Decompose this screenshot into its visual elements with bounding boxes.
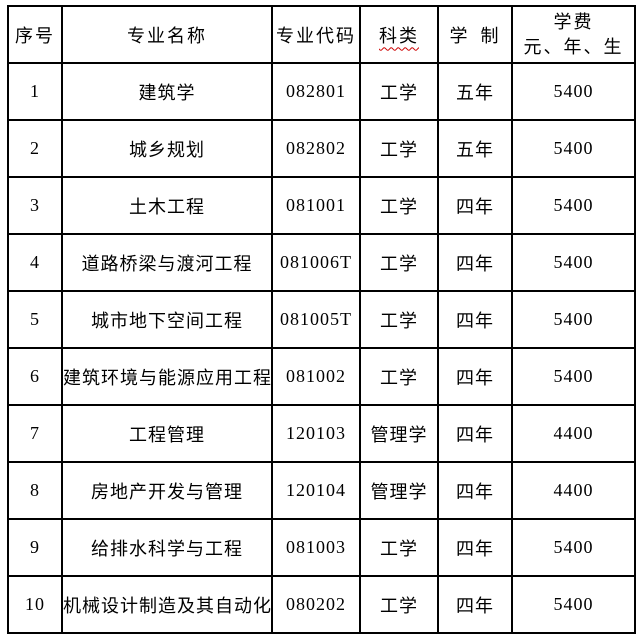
table-row: 6 建筑环境与能源应用工程 081002 工学 四年 5400 — [7, 347, 636, 406]
cell-no: 5 — [7, 290, 63, 349]
cell-duration: 四年 — [437, 290, 513, 349]
cell-fee: 4400 — [511, 404, 636, 463]
header-row: 序号 专业名称 专业代码 科类 学 制 学费 元、年、生 — [7, 5, 636, 64]
cell-no: 6 — [7, 347, 63, 406]
cell-fee: 5400 — [511, 176, 636, 235]
header-name: 专业名称 — [61, 5, 273, 64]
header-no: 序号 — [7, 5, 63, 64]
cell-no: 1 — [7, 62, 63, 121]
cell-name: 房地产开发与管理 — [61, 461, 273, 520]
cell-fee: 5400 — [511, 119, 636, 178]
cell-name: 机械设计制造及其自动化 — [61, 575, 273, 634]
table-row: 1 建筑学 082801 工学 五年 5400 — [7, 62, 636, 121]
table-row: 3 土木工程 081001 工学 四年 5400 — [7, 176, 636, 235]
cell-fee: 5400 — [511, 62, 636, 121]
cell-name: 城乡规划 — [61, 119, 273, 178]
cell-name: 给排水科学与工程 — [61, 518, 273, 577]
cell-fee: 4400 — [511, 461, 636, 520]
cell-name: 道路桥梁与渡河工程 — [61, 233, 273, 292]
cell-duration: 四年 — [437, 575, 513, 634]
table-row: 7 工程管理 120103 管理学 四年 4400 — [7, 404, 636, 463]
document-page: 序号 专业名称 专业代码 科类 学 制 学费 元、年、生 1 建筑学 08280… — [0, 5, 639, 638]
cell-no: 7 — [7, 404, 63, 463]
table-row: 10 机械设计制造及其自动化 080202 工学 四年 5400 — [7, 575, 636, 634]
cell-category: 工学 — [359, 176, 439, 235]
cell-name: 建筑学 — [61, 62, 273, 121]
header-duration: 学 制 — [437, 5, 513, 64]
header-fee-line2: 元、年、生 — [523, 36, 624, 57]
cell-code: 081005T — [271, 290, 361, 349]
cell-code: 081002 — [271, 347, 361, 406]
cell-code: 120104 — [271, 461, 361, 520]
cell-name: 建筑环境与能源应用工程 — [61, 347, 273, 406]
cell-code: 080202 — [271, 575, 361, 634]
cell-duration: 五年 — [437, 119, 513, 178]
cell-category: 工学 — [359, 290, 439, 349]
cell-fee: 5400 — [511, 518, 636, 577]
cell-code: 081003 — [271, 518, 361, 577]
cell-category: 管理学 — [359, 404, 439, 463]
table-row: 9 给排水科学与工程 081003 工学 四年 5400 — [7, 518, 636, 577]
cell-no: 9 — [7, 518, 63, 577]
header-category-label: 科类 — [379, 25, 419, 46]
cell-code: 082802 — [271, 119, 361, 178]
header-fee: 学费 元、年、生 — [511, 5, 636, 64]
cell-name: 工程管理 — [61, 404, 273, 463]
cell-category: 工学 — [359, 233, 439, 292]
table-row: 2 城乡规划 082802 工学 五年 5400 — [7, 119, 636, 178]
cell-no: 8 — [7, 461, 63, 520]
cell-code: 082801 — [271, 62, 361, 121]
cell-duration: 四年 — [437, 461, 513, 520]
header-category: 科类 — [359, 5, 439, 64]
header-code: 专业代码 — [271, 5, 361, 64]
cell-code: 120103 — [271, 404, 361, 463]
programs-table: 序号 专业名称 专业代码 科类 学 制 学费 元、年、生 1 建筑学 08280… — [7, 5, 636, 634]
cell-duration: 五年 — [437, 62, 513, 121]
cell-no: 2 — [7, 119, 63, 178]
table-row: 5 城市地下空间工程 081005T 工学 四年 5400 — [7, 290, 636, 349]
table-row: 8 房地产开发与管理 120104 管理学 四年 4400 — [7, 461, 636, 520]
cell-duration: 四年 — [437, 518, 513, 577]
cell-category: 工学 — [359, 347, 439, 406]
cell-code: 081006T — [271, 233, 361, 292]
header-fee-line1: 学费 — [553, 11, 594, 32]
cell-fee: 5400 — [511, 347, 636, 406]
cell-duration: 四年 — [437, 233, 513, 292]
cell-name: 城市地下空间工程 — [61, 290, 273, 349]
cell-name: 土木工程 — [61, 176, 273, 235]
cell-no: 4 — [7, 233, 63, 292]
cell-duration: 四年 — [437, 347, 513, 406]
cell-category: 工学 — [359, 62, 439, 121]
cell-no: 10 — [7, 575, 63, 634]
cell-duration: 四年 — [437, 404, 513, 463]
cell-fee: 5400 — [511, 233, 636, 292]
cell-category: 工学 — [359, 575, 439, 634]
cell-category: 工学 — [359, 518, 439, 577]
cell-fee: 5400 — [511, 290, 636, 349]
cell-no: 3 — [7, 176, 63, 235]
cell-category: 工学 — [359, 119, 439, 178]
cell-category: 管理学 — [359, 461, 439, 520]
cell-duration: 四年 — [437, 176, 513, 235]
cell-code: 081001 — [271, 176, 361, 235]
table-row: 4 道路桥梁与渡河工程 081006T 工学 四年 5400 — [7, 233, 636, 292]
cell-fee: 5400 — [511, 575, 636, 634]
